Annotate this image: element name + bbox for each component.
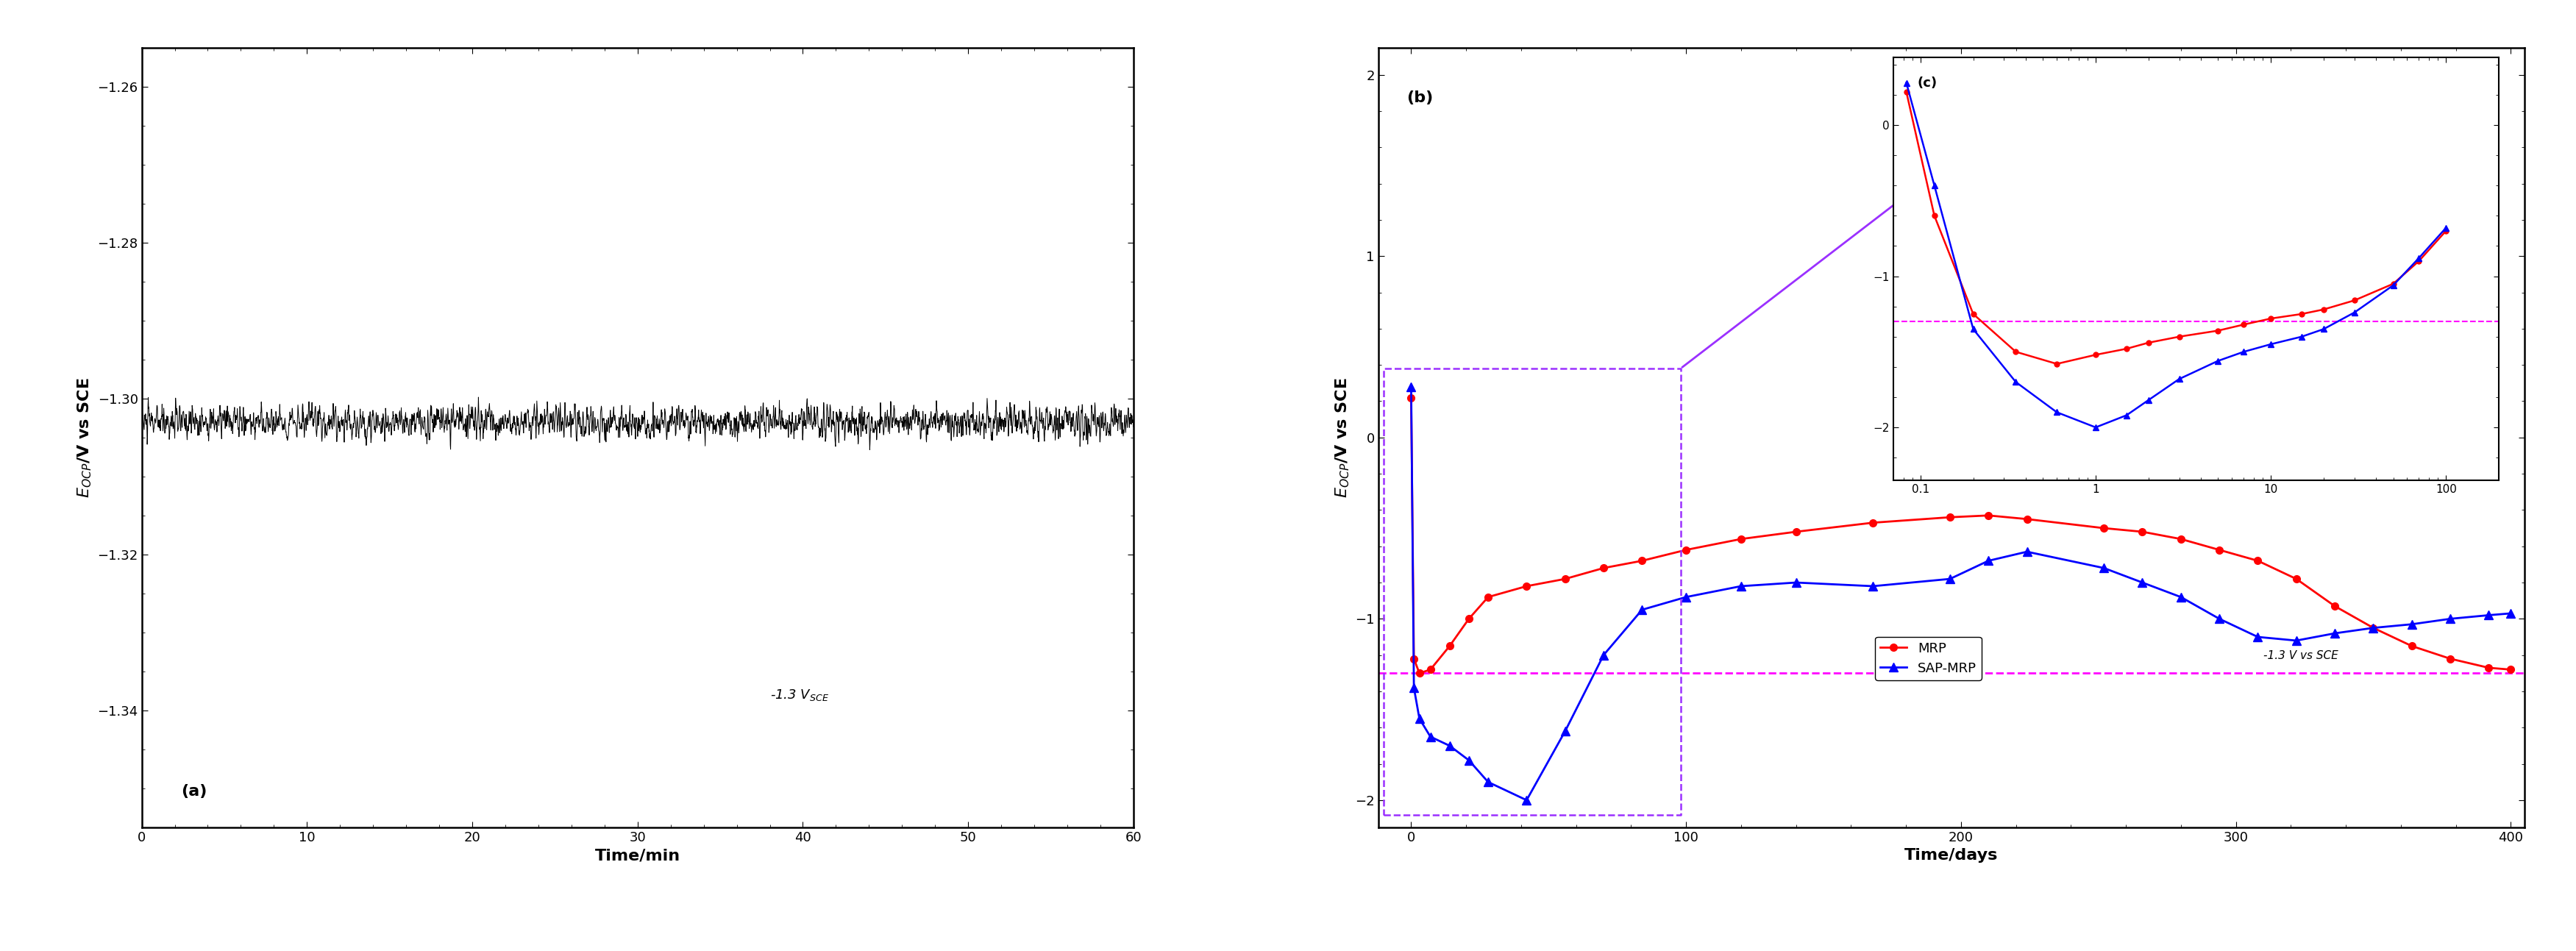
SAP-MRP: [1973, 555, 2004, 567]
Line: MRP: MRP: [1406, 394, 2514, 677]
Y-axis label: $E_{OCP}$/V vs SCE: $E_{OCP}$/V vs SCE: [1334, 378, 1350, 497]
SAP-MRP: [2318, 628, 2349, 639]
Text: (a): (a): [180, 785, 209, 799]
SAP-MRP: [1726, 580, 1757, 592]
SAP-MRP: [1589, 650, 1620, 661]
MRP: [2396, 640, 2427, 651]
SAP-MRP: [1453, 754, 1484, 766]
MRP: [1396, 392, 1427, 403]
Legend: MRP, SAP-MRP: MRP, SAP-MRP: [1875, 636, 1981, 680]
SAP-MRP: [1672, 592, 1703, 603]
Text: -1.3 V$_{SCE}$: -1.3 V$_{SCE}$: [770, 688, 829, 702]
MRP: [1625, 555, 1656, 567]
SAP-MRP: [2089, 562, 2120, 573]
SAP-MRP: [2012, 546, 2043, 557]
MRP: [1435, 640, 1466, 651]
SAP-MRP: [1625, 604, 1656, 615]
MRP: [1512, 580, 1543, 592]
SAP-MRP: [2128, 577, 2159, 589]
MRP: [2128, 526, 2159, 537]
MRP: [2434, 653, 2465, 665]
SAP-MRP: [1435, 740, 1466, 751]
MRP: [1857, 517, 1888, 529]
SAP-MRP: [2473, 610, 2504, 621]
SAP-MRP: [1414, 731, 1445, 743]
MRP: [1726, 534, 1757, 545]
SAP-MRP: [1935, 573, 1965, 585]
SAP-MRP: [2496, 608, 2527, 619]
MRP: [2089, 522, 2120, 534]
MRP: [1672, 544, 1703, 555]
MRP: [1399, 653, 1430, 665]
MRP: [2473, 662, 2504, 673]
MRP: [2241, 555, 2272, 567]
MRP: [2205, 544, 2236, 555]
MRP: [2357, 622, 2388, 633]
SAP-MRP: [1551, 726, 1582, 737]
MRP: [1589, 562, 1620, 573]
MRP: [1414, 664, 1445, 675]
SAP-MRP: [2205, 613, 2236, 625]
X-axis label: Time/days: Time/days: [1904, 848, 1999, 863]
SAP-MRP: [2357, 622, 2388, 633]
MRP: [1935, 512, 1965, 523]
MRP: [1473, 592, 1504, 603]
MRP: [2280, 573, 2311, 585]
MRP: [2318, 600, 2349, 611]
MRP: [2496, 664, 2527, 675]
SAP-MRP: [1473, 776, 1504, 787]
SAP-MRP: [2280, 635, 2311, 647]
SAP-MRP: [1857, 580, 1888, 592]
SAP-MRP: [1512, 794, 1543, 805]
Y-axis label: $E_{OCP}$/V vs SCE: $E_{OCP}$/V vs SCE: [77, 378, 93, 497]
Text: (b): (b): [1406, 90, 1432, 105]
MRP: [1453, 613, 1484, 625]
SAP-MRP: [1780, 577, 1811, 589]
Line: SAP-MRP: SAP-MRP: [1406, 382, 2514, 805]
SAP-MRP: [1399, 682, 1430, 693]
MRP: [1404, 668, 1435, 679]
X-axis label: Time/min: Time/min: [595, 848, 680, 863]
SAP-MRP: [2434, 613, 2465, 625]
MRP: [2012, 514, 2043, 525]
MRP: [1551, 573, 1582, 585]
SAP-MRP: [2166, 592, 2197, 603]
MRP: [1780, 526, 1811, 537]
MRP: [1973, 510, 2004, 521]
SAP-MRP: [1404, 713, 1435, 725]
MRP: [2166, 534, 2197, 545]
Text: -1.3 V vs SCE: -1.3 V vs SCE: [2264, 650, 2339, 661]
SAP-MRP: [2241, 631, 2272, 643]
SAP-MRP: [2396, 618, 2427, 630]
Text: (c): (c): [1917, 76, 1937, 89]
SAP-MRP: [1396, 381, 1427, 393]
